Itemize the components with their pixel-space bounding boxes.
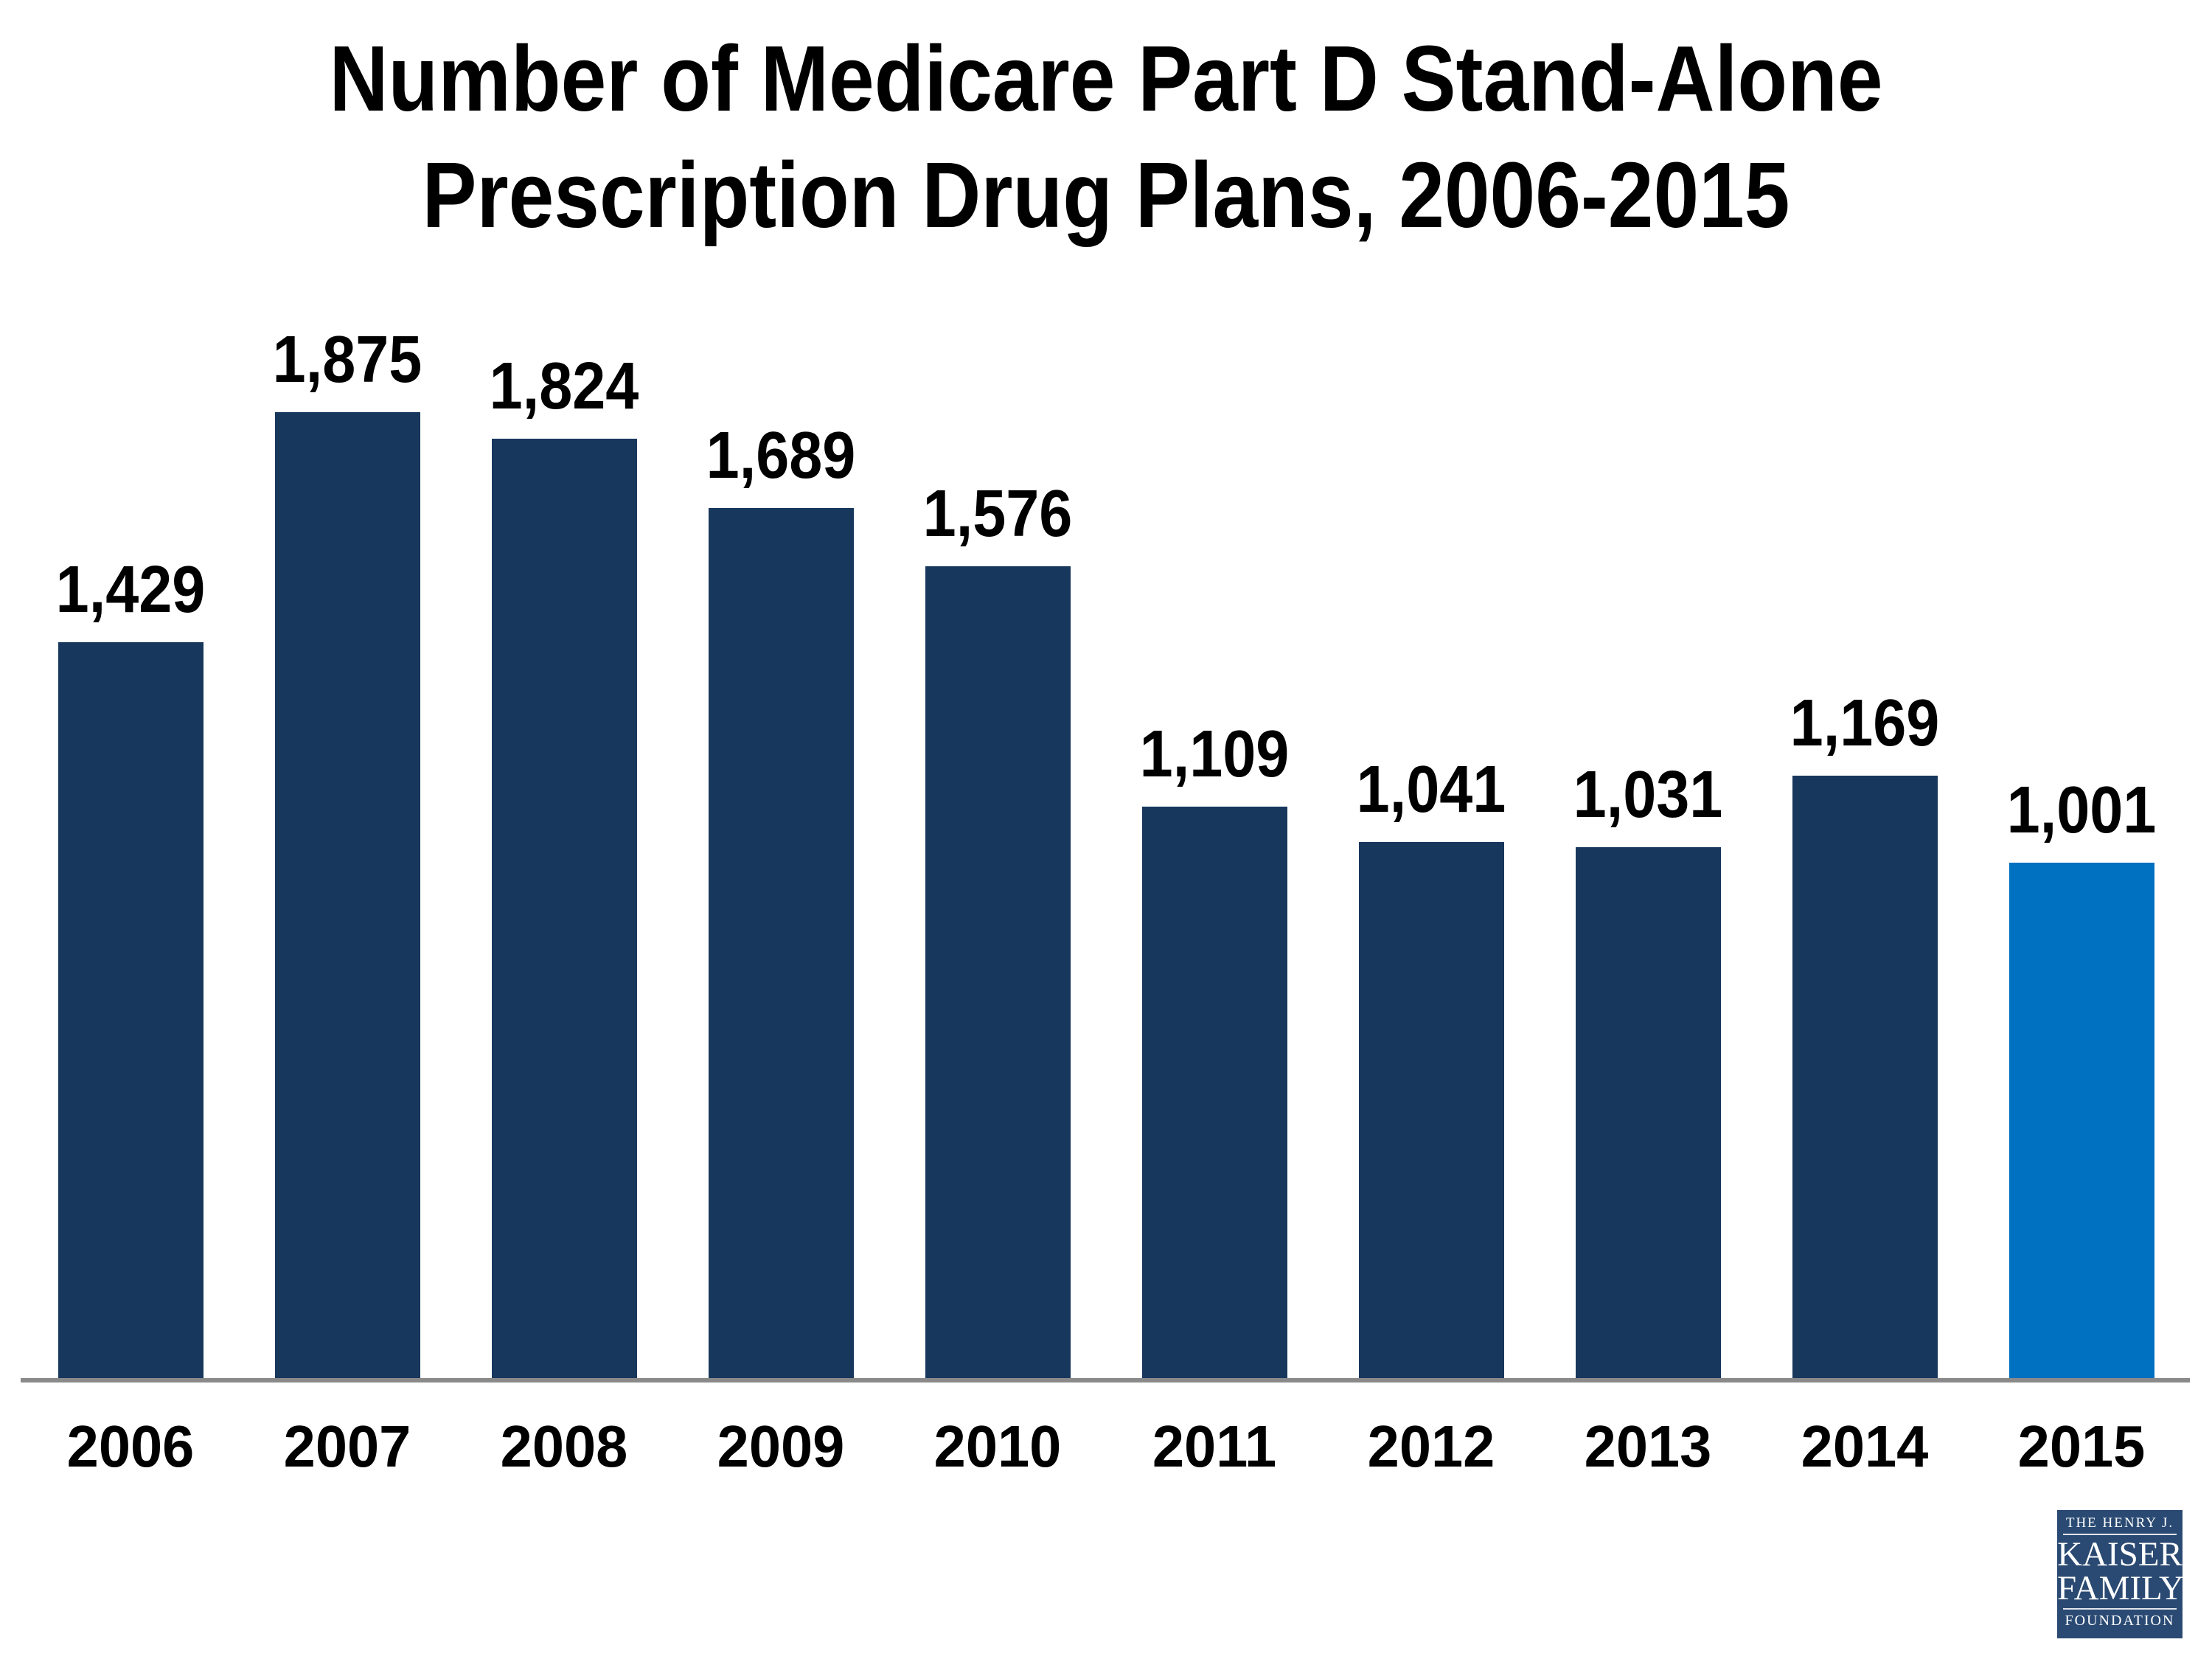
x-axis-label-2008: 2008 [500,1413,628,1479]
bar-2015 [2008,863,2154,1378]
bar-2010 [925,566,1071,1378]
kff-logo: THE HENRY J. KAISER FAMILY FOUNDATION [2057,1510,2184,1638]
value-label-2015: 1,001 [2006,773,2157,847]
x-axis-label-2014: 2014 [1801,1413,1929,1479]
value-label-2012: 1,041 [1356,753,1506,827]
bar-2009 [708,508,854,1378]
bar-2006 [58,642,204,1378]
kff-logo-family-text: FAMILY [2057,1569,2184,1608]
kff-logo-henry-j-text: THE HENRY J. [2065,1515,2174,1531]
bar-2012 [1358,842,1504,1378]
x-axis-labels: 2006 2007 2008 2009 2010 2011 2012 2013 2014 2015 [22,1417,2190,1491]
chart-title: Number of Medicare Part D Stand-Alone Pr… [0,21,2212,253]
x-axis-label-2015: 2015 [2017,1413,2146,1479]
value-label-2007: 1,875 [272,323,422,397]
x-axis-label-2012: 2012 [1367,1413,1495,1479]
value-label-2013: 1,031 [1573,758,1723,832]
chart-title-line-1: Number of Medicare Part D Stand-Alone [329,27,1883,131]
kff-logo-divider-bottom [2063,1608,2177,1610]
x-axis-label-2009: 2009 [717,1413,845,1479]
x-axis-line [21,1378,2190,1382]
value-label-2010: 1,576 [922,477,1073,551]
kff-logo-foundation-text: FOUNDATION [2065,1613,2175,1630]
bar-chart-plot-area: 1,429 1,875 1,824 1,689 1,576 1,109 1,041 1,031… [22,0,2190,1378]
bar-2007 [274,412,420,1378]
value-label-2011: 1,109 [1139,717,1290,791]
x-axis-label-2006: 2006 [66,1413,195,1479]
x-axis-label-2013: 2013 [1584,1413,1712,1479]
x-axis-label-2011: 2011 [1152,1413,1277,1479]
kff-logo-divider-top [2063,1534,2177,1535]
x-axis-label-2007: 2007 [283,1413,411,1479]
bar-2008 [491,439,637,1378]
bar-2014 [1792,776,1938,1378]
value-label-2014: 1,169 [1790,686,1940,760]
value-label-2006: 1,429 [55,553,206,627]
bar-2011 [1141,807,1287,1378]
kff-logo-kaiser-text: KAISER [2057,1535,2183,1573]
value-label-2008: 1,824 [489,349,639,423]
x-axis-label-2010: 2010 [933,1413,1062,1479]
chart-title-line-2: Prescription Drug Plans, 2006-2015 [422,142,1790,247]
bar-2013 [1575,847,1721,1378]
value-label-2009: 1,689 [706,419,856,493]
